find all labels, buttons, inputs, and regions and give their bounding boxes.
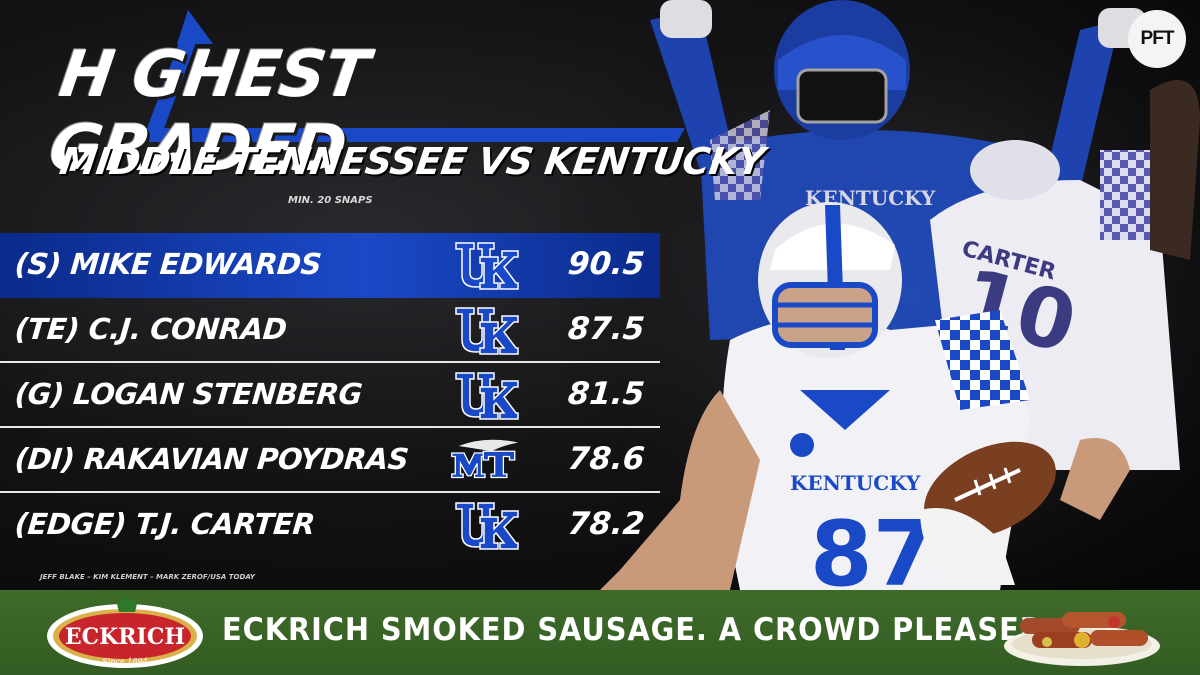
eckrich-since-text: Since 1894 xyxy=(102,657,147,666)
graphic-canvas: KENTUCKY CARTER 10 KENTUCKY 87 xyxy=(0,0,1200,590)
uk-logo-icon xyxy=(455,372,519,420)
player-name: (TE) C.J. CONRAD xyxy=(13,312,288,346)
pft-logo-badge: PFT xyxy=(1128,10,1186,68)
player-grade: 78.2 xyxy=(566,506,647,542)
row-divider xyxy=(0,426,660,428)
ad-slogan: ECKRICH SMOKED SAUSAGE. A CROWD PLEASER. xyxy=(222,612,1056,648)
eckrich-brand-text: ECKRICH xyxy=(65,624,185,650)
player-row: (G) LOGAN STENBERG 81.5 xyxy=(0,363,660,428)
player-row: (EDGE) T.J. CARTER 78.2 xyxy=(0,493,660,558)
mt-logo-icon xyxy=(451,439,519,479)
up-arrow-icon xyxy=(133,10,685,142)
player-name: (EDGE) T.J. CARTER xyxy=(13,507,317,541)
row-divider xyxy=(0,491,660,493)
player-row: (S) MIKE EDWARDS 90.5 xyxy=(0,233,660,298)
player-name: (DI) RAKAVIAN POYDRAS xyxy=(13,442,410,476)
player-grade: 90.5 xyxy=(566,246,647,282)
uk-logo-icon xyxy=(455,307,519,355)
player-name: (S) MIKE EDWARDS xyxy=(13,247,323,281)
uk-logo-icon xyxy=(455,502,519,550)
title-first-letter: H xyxy=(55,38,118,112)
row-divider xyxy=(0,361,660,363)
player-row: (TE) C.J. CONRAD 87.5 xyxy=(0,298,660,363)
player-row: (DI) RAKAVIAN POYDRAS 78.6 xyxy=(0,428,660,493)
photo-credit: JEFF BLAKE – KIM KLEMENT – MARK ZEROF/US… xyxy=(40,573,256,581)
title-block: H GHEST GRADED xyxy=(45,10,685,186)
player-grade: 78.6 xyxy=(566,441,647,477)
pft-logo-text: PFT xyxy=(1140,28,1175,49)
uk-logo-icon xyxy=(455,242,519,290)
svg-text:87: 87 xyxy=(810,502,935,590)
player-grade: 87.5 xyxy=(566,311,647,347)
grades-table: (S) MIKE EDWARDS 90.5 (TE) C.J. CONRAD 8… xyxy=(0,233,660,558)
min-snaps-note: MIN. 20 SNAPS xyxy=(288,195,373,206)
player-photo-collage: KENTUCKY CARTER 10 KENTUCKY 87 xyxy=(560,0,1200,590)
matchup-subtitle: MIDDLE TENNESSEE VS KENTUCKY xyxy=(56,140,767,183)
player-name: (G) LOGAN STENBERG xyxy=(13,377,364,411)
foreground-player-87: KENTUCKY 87 xyxy=(600,202,1130,590)
sponsor-ad-banner[interactable]: ECKRICH Since 1894 ECKRICH SMOKED SAUSAG… xyxy=(0,590,1200,675)
kentucky-word-front: KENTUCKY xyxy=(790,471,921,495)
player-grade: 81.5 xyxy=(566,376,647,412)
eckrich-logo: ECKRICH Since 1894 xyxy=(47,598,203,668)
sausage-platter-icon xyxy=(1004,612,1160,666)
white-jersey-player-carter: CARTER 10 xyxy=(930,80,1200,470)
